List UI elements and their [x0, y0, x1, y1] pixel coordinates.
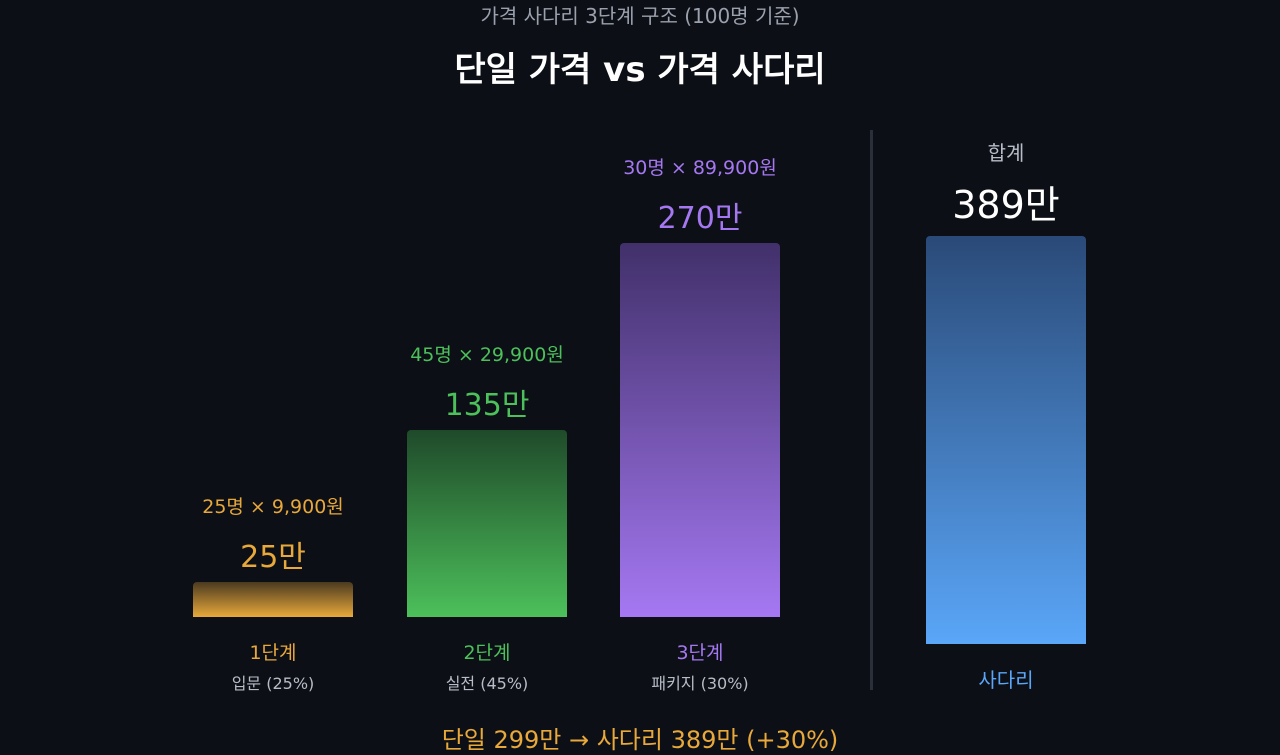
tier-description: 실전 (45%) — [445, 674, 529, 693]
bar-tier-2 — [407, 430, 567, 617]
bar-formula-label: 45명 × 29,900원 — [410, 344, 564, 367]
footer-summary: 단일 299만 → 사다리 389만 (+30%) — [441, 726, 839, 754]
tier-label: 1단계 — [249, 642, 297, 664]
section-divider — [870, 130, 873, 690]
total-bar — [926, 235, 1086, 644]
bar-tier-3 — [620, 243, 780, 617]
tier-label: 3단계 — [676, 642, 724, 664]
total-tier-label: 사다리 — [978, 668, 1034, 692]
bar-value-label: 270만 — [657, 201, 743, 237]
chart-subtitle: 가격 사다리 3단계 구조 (100명 기준) — [480, 4, 800, 28]
bar-formula-label: 25명 × 9,900원 — [202, 496, 344, 519]
bar-tier-1 — [193, 582, 353, 617]
bar-formula-label: 30명 × 89,900원 — [623, 157, 777, 180]
total-value: 389만 — [952, 183, 1060, 227]
bar-value-label: 135만 — [444, 388, 530, 424]
tier-label: 2단계 — [463, 642, 511, 664]
bar-value-label: 25만 — [240, 540, 306, 576]
tier-description: 패키지 (30%) — [651, 674, 749, 693]
total-label: 합계 — [987, 141, 1025, 165]
chart-title: 단일 가격 vs 가격 사다리 — [454, 50, 826, 90]
tier-description: 입문 (25%) — [231, 674, 315, 693]
